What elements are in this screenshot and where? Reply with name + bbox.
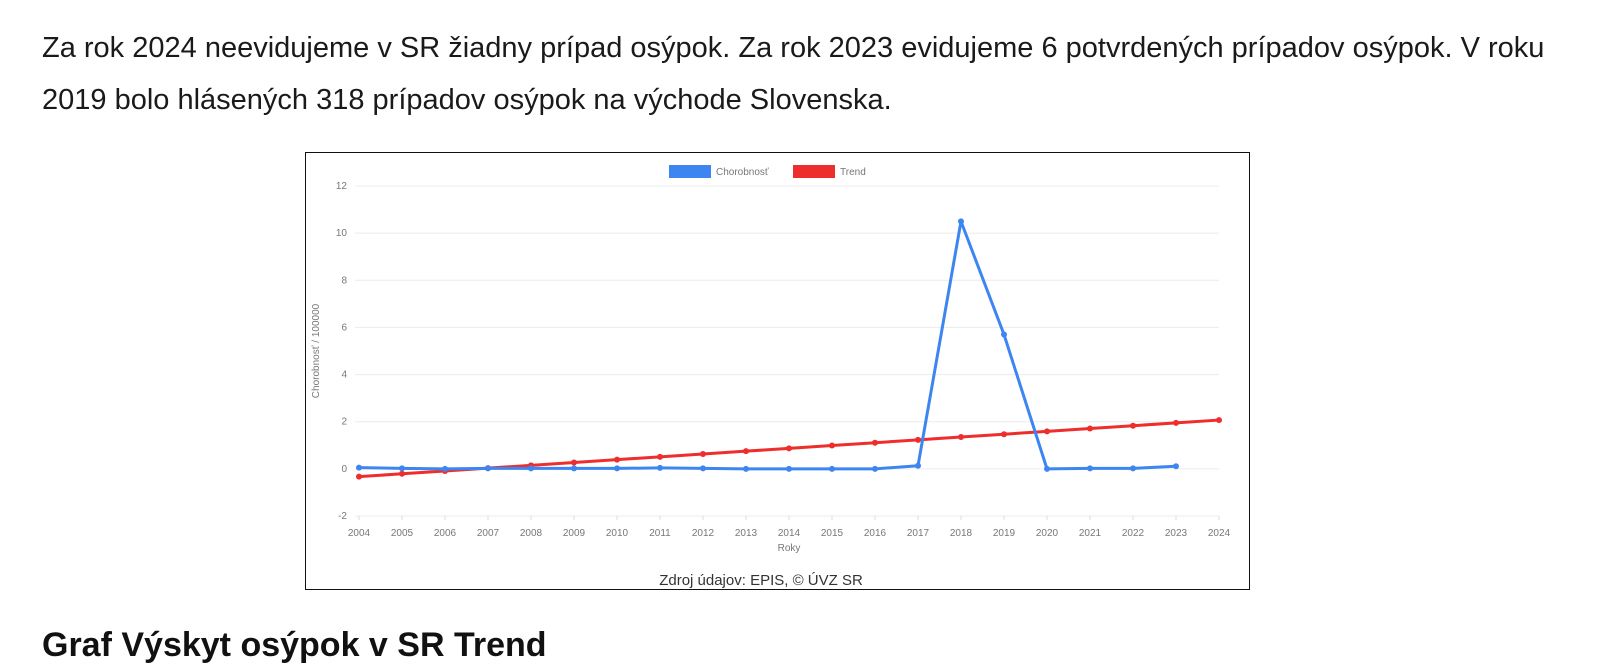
y-tick-label: 8 <box>341 275 347 286</box>
x-tick-label: 2018 <box>950 528 973 539</box>
data-point <box>915 436 921 443</box>
x-tick-label: 2015 <box>821 528 844 539</box>
y-tick-label: -2 <box>338 511 347 522</box>
data-point <box>356 464 362 471</box>
x-tick-label: 2010 <box>606 528 629 539</box>
x-tick-label: 2012 <box>692 528 715 539</box>
data-point <box>958 218 964 225</box>
section-heading: Graf Výskyt osýpok v SR Trend <box>42 626 547 664</box>
data-point <box>1173 463 1179 470</box>
data-point <box>614 465 620 472</box>
data-point <box>442 465 448 472</box>
data-point <box>1044 428 1050 435</box>
y-tick-label: 2 <box>341 417 347 428</box>
data-point <box>1087 465 1093 472</box>
data-point <box>399 465 405 472</box>
data-point <box>700 451 706 458</box>
data-point <box>614 456 620 463</box>
y-tick-label: 6 <box>341 322 347 333</box>
data-point <box>1044 465 1050 472</box>
x-tick-label: 2023 <box>1165 528 1188 539</box>
data-point <box>1173 419 1179 426</box>
data-point <box>872 465 878 472</box>
data-point <box>743 448 749 455</box>
y-tick-label: 12 <box>336 181 348 192</box>
series-line-chorobnosť <box>358 219 1177 471</box>
x-tick-label: 2024 <box>1208 528 1231 539</box>
x-tick-label: 2011 <box>649 528 671 539</box>
x-tick-label: 2004 <box>348 528 371 539</box>
y-tick-label: 4 <box>341 370 347 381</box>
data-point <box>872 439 878 446</box>
x-tick-label: 2019 <box>993 528 1016 539</box>
x-axis-label: Roky <box>778 543 801 554</box>
x-tick-label: 2016 <box>864 528 887 539</box>
y-tick-label: 10 <box>336 228 348 239</box>
legend-label: Trend <box>840 167 866 178</box>
x-tick-label: 2021 <box>1079 528 1102 539</box>
data-point <box>1216 417 1222 424</box>
data-point <box>571 459 577 466</box>
data-point <box>700 465 706 472</box>
data-point <box>1001 331 1007 338</box>
incidence-chart: -2 0 2 4 6 8 10 12 2004 2005 2006 2007 2008 2009 2010 2… <box>305 152 1250 590</box>
data-point <box>399 470 405 477</box>
x-tick-label: 2017 <box>907 528 930 539</box>
data-point <box>829 465 835 472</box>
x-tick-label: 2013 <box>735 528 758 539</box>
data-point <box>743 465 749 472</box>
x-tick-label: 2005 <box>391 528 414 539</box>
data-point <box>528 465 534 472</box>
x-tick-label: 2008 <box>520 528 543 539</box>
data-point <box>1130 422 1136 429</box>
x-tick-label: 2007 <box>477 528 500 539</box>
legend-label: Chorobnosť <box>716 167 769 178</box>
data-point <box>657 453 663 460</box>
data-point <box>356 473 362 480</box>
data-point <box>1130 465 1136 472</box>
data-point <box>829 442 835 449</box>
data-point <box>571 465 577 472</box>
data-point <box>958 434 964 441</box>
data-point <box>1087 425 1093 432</box>
data-point <box>657 464 663 471</box>
y-axis-label: Chorobnosť / 100000 <box>311 303 322 398</box>
data-point <box>1001 431 1007 438</box>
y-tick-label: 0 <box>341 464 347 475</box>
data-point <box>485 465 491 472</box>
x-tick-label: 2020 <box>1036 528 1059 539</box>
chart-svg: -2 0 2 4 6 8 10 12 2004 2005 2006 2007 2008 2009 2010 2… <box>311 165 1231 589</box>
legend-swatch <box>793 165 835 178</box>
intro-paragraph: Za rok 2024 neevidujeme v SR žiadny príp… <box>42 32 1545 116</box>
data-point <box>786 445 792 452</box>
source-note: Zdroj údajov: EPIS, © ÚVZ SR <box>659 572 863 589</box>
data-point <box>915 462 921 469</box>
x-tick-label: 2022 <box>1122 528 1145 539</box>
x-tick-label: 2006 <box>434 528 457 539</box>
x-tick-label: 2014 <box>778 528 801 539</box>
x-tick-label: 2009 <box>563 528 586 539</box>
data-point <box>786 465 792 472</box>
legend-swatch <box>669 165 711 178</box>
